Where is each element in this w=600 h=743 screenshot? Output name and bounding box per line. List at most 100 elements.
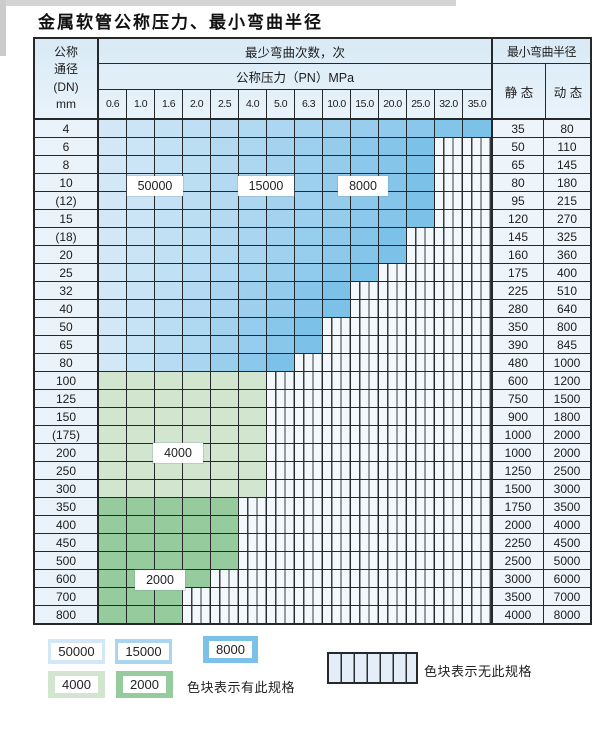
dynamic-radius-cell: 3000 bbox=[544, 480, 590, 497]
no-spec-cell bbox=[435, 300, 463, 317]
no-spec-cell bbox=[379, 318, 407, 335]
spec-cell bbox=[267, 192, 295, 209]
pressure-column-header: 15.0 bbox=[351, 90, 379, 118]
spec-cell bbox=[463, 120, 491, 137]
dn-cell: 80 bbox=[35, 354, 99, 371]
no-spec-cell bbox=[463, 228, 491, 245]
no-spec-cell bbox=[435, 318, 463, 335]
spec-cell bbox=[211, 372, 239, 389]
spec-cell bbox=[239, 426, 267, 443]
pressure-column-header: 0.6 bbox=[99, 90, 127, 118]
spec-cell bbox=[211, 408, 239, 425]
spec-cell bbox=[155, 372, 183, 389]
spec-cell bbox=[99, 174, 127, 191]
pressure-columns-row: 0.6 1.0 1.6 2.0 2.5 4.0 5.0 6.3 10.0 15.0 20.0 25.0… bbox=[99, 90, 491, 118]
legend-swatch-8000: 8000 bbox=[203, 636, 258, 663]
scan-artifact-left bbox=[0, 0, 6, 56]
scan-artifact-top bbox=[0, 0, 456, 6]
no-spec-cell bbox=[323, 606, 351, 623]
no-spec-cell bbox=[463, 282, 491, 299]
no-spec-cell bbox=[267, 462, 295, 479]
spec-cell bbox=[183, 120, 211, 137]
spec-cell bbox=[267, 246, 295, 263]
no-spec-cell bbox=[435, 228, 463, 245]
spec-cell bbox=[155, 426, 183, 443]
no-spec-cell bbox=[463, 426, 491, 443]
static-radius-cell: 1000 bbox=[491, 444, 544, 461]
no-spec-cell bbox=[435, 462, 463, 479]
no-spec-cell bbox=[379, 372, 407, 389]
no-spec-cell bbox=[295, 570, 323, 587]
dynamic-radius-cell: 2500 bbox=[544, 462, 590, 479]
spec-cell bbox=[211, 354, 239, 371]
spec-cell bbox=[99, 480, 127, 497]
pressure-table: 公称 通径 (DN) mm 最少弯曲次数，次 公称压力（PN）MPa 0.6 1.… bbox=[33, 37, 592, 625]
no-spec-cell bbox=[267, 372, 295, 389]
no-spec-cell bbox=[211, 588, 239, 605]
dn-cell: 8 bbox=[35, 156, 99, 173]
pressure-column-header: 32.0 bbox=[435, 90, 463, 118]
dynamic-radius-cell: 215 bbox=[544, 192, 590, 209]
spec-cell bbox=[127, 138, 155, 155]
spec-cell bbox=[183, 516, 211, 533]
spec-cell bbox=[239, 210, 267, 227]
pressure-column-header: 4.0 bbox=[239, 90, 267, 118]
spec-cell bbox=[239, 462, 267, 479]
spec-cell bbox=[211, 138, 239, 155]
pressure-column-header: 6.3 bbox=[295, 90, 323, 118]
table-row: 150 900 1800 bbox=[35, 408, 590, 426]
spec-cell bbox=[127, 606, 155, 623]
spec-cell bbox=[295, 336, 323, 353]
spec-cell bbox=[211, 156, 239, 173]
dn-cell: 400 bbox=[35, 516, 99, 533]
static-radius-cell: 280 bbox=[491, 300, 544, 317]
no-spec-cell bbox=[407, 588, 435, 605]
no-spec-cell bbox=[379, 552, 407, 569]
spec-cell bbox=[211, 120, 239, 137]
pressure-column-header: 2.0 bbox=[183, 90, 211, 118]
dn-cell: 800 bbox=[35, 606, 99, 623]
spec-cell bbox=[211, 462, 239, 479]
no-spec-cell bbox=[351, 390, 379, 407]
no-spec-cell bbox=[407, 462, 435, 479]
dynamic-radius-cell: 400 bbox=[544, 264, 590, 281]
spec-cell bbox=[379, 156, 407, 173]
spec-cell bbox=[379, 192, 407, 209]
no-spec-cell bbox=[379, 444, 407, 461]
table-row: 450 2250 4500 bbox=[35, 534, 590, 552]
spec-cell bbox=[99, 300, 127, 317]
dynamic-radius-cell: 4500 bbox=[544, 534, 590, 551]
pressure-column-header: 35.0 bbox=[467, 98, 487, 110]
no-spec-cell bbox=[407, 408, 435, 425]
spec-cell bbox=[267, 336, 295, 353]
no-spec-cell bbox=[295, 444, 323, 461]
no-spec-cell bbox=[407, 516, 435, 533]
cycles-label-2000: 2000 bbox=[135, 570, 185, 590]
legend-swatch-4000-label: 4000 bbox=[55, 676, 98, 693]
no-spec-cell bbox=[435, 156, 463, 173]
spec-cell bbox=[155, 318, 183, 335]
dn-cell: 4 bbox=[35, 120, 99, 137]
spec-cell bbox=[239, 300, 267, 317]
no-spec-cell bbox=[267, 606, 295, 623]
spec-cell bbox=[155, 480, 183, 497]
no-spec-cell bbox=[463, 516, 491, 533]
static-radius-cell: 2000 bbox=[491, 516, 544, 533]
no-spec-cell bbox=[435, 192, 463, 209]
spec-cell bbox=[323, 246, 351, 263]
no-spec-cell bbox=[239, 570, 267, 587]
spec-cell bbox=[183, 570, 211, 587]
spec-cell bbox=[183, 462, 211, 479]
legend-swatch-2000: 2000 bbox=[116, 671, 173, 698]
no-spec-cell bbox=[407, 480, 435, 497]
spec-cell bbox=[183, 210, 211, 227]
dn-cell: 10 bbox=[35, 174, 99, 191]
dn-cell: 20 bbox=[35, 246, 99, 263]
table-body: 4 35 80 6 50 110 8 65 145 10 80 180 (12) 95 215 15 120 27… bbox=[35, 120, 590, 623]
spec-cell bbox=[295, 264, 323, 281]
static-radius-cell: 120 bbox=[491, 210, 544, 227]
spec-cell bbox=[407, 156, 435, 173]
no-spec-cell bbox=[463, 480, 491, 497]
spec-cell bbox=[323, 156, 351, 173]
spec-cell bbox=[211, 228, 239, 245]
